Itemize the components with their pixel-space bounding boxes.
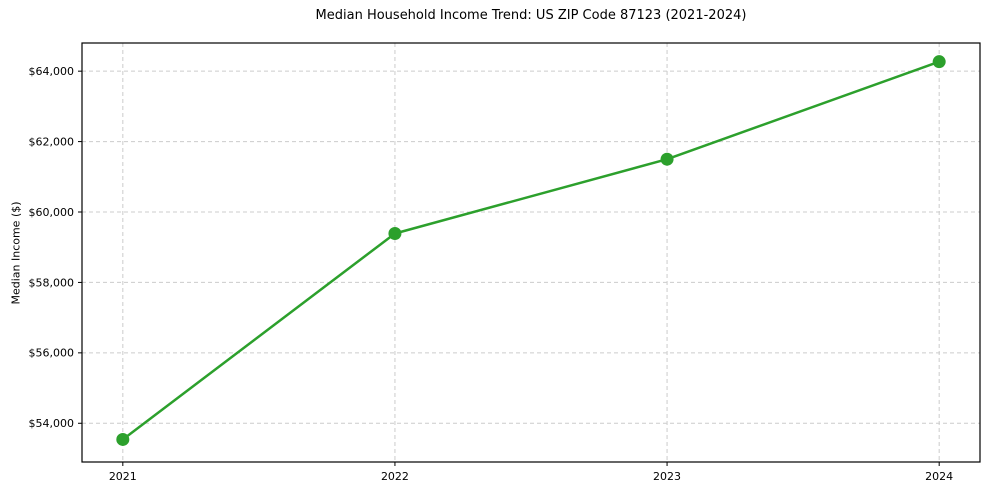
y-tick-label: $64,000 bbox=[29, 65, 75, 78]
data-point-marker bbox=[660, 152, 674, 166]
x-tick-label: 2023 bbox=[653, 470, 681, 483]
x-tick-label: 2024 bbox=[925, 470, 953, 483]
trend-line bbox=[121, 60, 941, 441]
data-point-marker bbox=[116, 432, 130, 446]
y-tick-label: $60,000 bbox=[29, 206, 75, 219]
x-tick-label: 2021 bbox=[109, 470, 137, 483]
y-tick-label: $62,000 bbox=[29, 135, 75, 148]
y-tick-label: $54,000 bbox=[29, 417, 75, 430]
y-axis-label: Median Income ($) bbox=[9, 201, 23, 305]
x-tick-label: 2022 bbox=[381, 470, 409, 483]
plot-background bbox=[82, 43, 980, 462]
plot-frame bbox=[81, 42, 981, 463]
chart-title: Median Household Income Trend: US ZIP Co… bbox=[315, 8, 747, 23]
data-point-marker bbox=[388, 226, 402, 240]
y-tick-label: $56,000 bbox=[29, 347, 75, 360]
y-tick-label: $58,000 bbox=[29, 276, 75, 289]
data-point-marker bbox=[932, 55, 946, 69]
